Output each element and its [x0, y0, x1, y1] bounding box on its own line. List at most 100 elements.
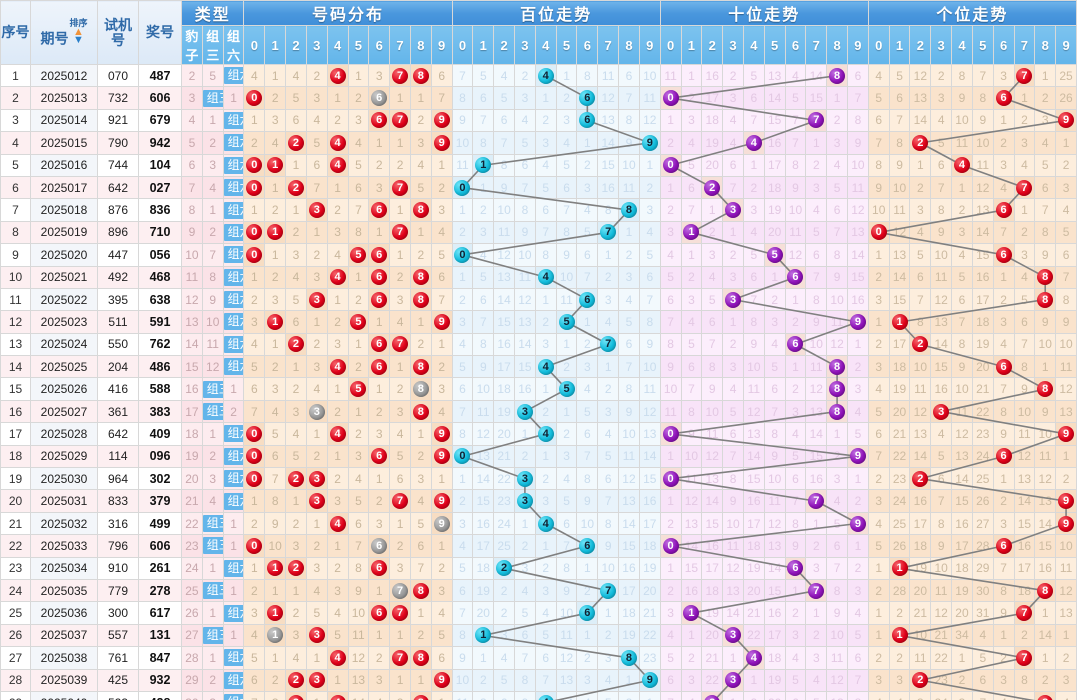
col-header-h-digit-7[interactable]: 7 — [597, 25, 620, 65]
col-header-dist-digit-9[interactable]: 9 — [430, 25, 453, 65]
h-cell-3: 16 — [514, 377, 536, 401]
table-row[interactable]: 92025020447056107组六013245612504121089612… — [0, 243, 1077, 267]
dist-cell-9: 3 — [430, 198, 453, 222]
col-header-t-digit-6[interactable]: 6 — [784, 25, 807, 65]
dist-cell-4: 1 — [326, 534, 349, 558]
col-header-t-digit-4[interactable]: 4 — [742, 25, 765, 65]
t-cell-7: 5 — [805, 220, 828, 245]
dist-cell-6: 6 — [368, 534, 391, 558]
col-header-u-digit-2[interactable]: 2 — [909, 25, 932, 65]
col-header-issue[interactable]: 期号排序 ▲ ▼ — [30, 0, 98, 65]
col-header-type-1[interactable]: 组三 — [201, 25, 224, 65]
table-row[interactable]: 4202501579094252组六2425441139108753411499… — [0, 131, 1077, 155]
table-row[interactable]: 202025031833379214组六18133527492152333597… — [0, 489, 1077, 513]
col-header-t-digit-5[interactable]: 5 — [763, 25, 786, 65]
col-header-h-digit-4[interactable]: 4 — [534, 25, 557, 65]
h-cell-4: 1 — [534, 287, 557, 312]
col-header-t-digit-0[interactable]: 0 — [659, 25, 682, 65]
table-row[interactable]: 22202503379660623组三101032176261417252176… — [0, 534, 1077, 558]
col-header-t-digit-1[interactable]: 1 — [680, 25, 703, 65]
table-row[interactable]: 272025038761847281组六51414122786914761223… — [0, 646, 1077, 670]
u-cell-6: 3 — [992, 63, 1015, 88]
table-row[interactable]: 192025030964302203组六07232416311142232486… — [0, 467, 1077, 491]
table-row[interactable]: 282025039425932292组六62231133119102587133… — [0, 668, 1077, 692]
sort-control[interactable]: 排序 ▲ ▼ — [69, 18, 87, 47]
t-ball: 6 — [787, 560, 804, 577]
col-header-t-digit-8[interactable]: 8 — [826, 25, 848, 65]
col-header-dist-digit-4[interactable]: 4 — [326, 25, 349, 65]
table-row[interactable]: 3202501492167941组六1364236729976423613812… — [0, 108, 1077, 133]
col-header-t-digit-3[interactable]: 3 — [722, 25, 744, 65]
table-row[interactable]: 8202501989671092组六0121381714231197857143… — [0, 220, 1077, 245]
table-row[interactable]: 182025029114096192组六06521365290132121375… — [0, 444, 1077, 469]
table-row[interactable]: 16202502736138317组三274332123847111932153… — [0, 399, 1077, 424]
table-row[interactable]: 1202501207048725组六4142413786754241811610… — [0, 63, 1077, 88]
col-header-h-digit-3[interactable]: 3 — [514, 25, 536, 65]
table-row[interactable]: 1220250235115911310组六3161251419371513251… — [0, 310, 1077, 334]
col-header-type-0[interactable]: 豹子 — [181, 25, 203, 65]
dist-cell-7: 1 — [389, 623, 411, 648]
col-header-u-digit-3[interactable]: 3 — [930, 25, 953, 65]
col-header-u-digit-8[interactable]: 8 — [1034, 25, 1057, 65]
col-header-prize-number[interactable]: 奖号 — [138, 0, 182, 65]
sort-asc-icon[interactable]: ▲ — [73, 26, 84, 39]
col-header-h-digit-5[interactable]: 5 — [555, 25, 578, 65]
table-row[interactable]: 172025028642409181组六05414234198122014264… — [0, 422, 1077, 446]
table-row[interactable]: 232025034910261241组六11232863725182328110… — [0, 556, 1077, 580]
col-header-h-digit-6[interactable]: 6 — [576, 25, 599, 65]
col-header-h-digit-2[interactable]: 2 — [493, 25, 515, 65]
col-header-h-digit-9[interactable]: 9 — [638, 25, 661, 65]
col-header-u-digit-6[interactable]: 6 — [992, 25, 1015, 65]
col-header-h-digit-0[interactable]: 0 — [451, 25, 474, 65]
table-row[interactable]: 112025022395638129组六23531263872614121116… — [0, 287, 1077, 312]
row-issue: 2025032 — [30, 511, 98, 536]
col-header-dist-digit-1[interactable]: 1 — [264, 25, 287, 65]
col-header-h-digit-8[interactable]: 8 — [618, 25, 640, 65]
table-row[interactable]: 1420250252044861512组六5213426182591715423… — [0, 355, 1077, 379]
dist-cell-7: 3 — [389, 287, 411, 312]
col-header-h-digit-1[interactable]: 1 — [472, 25, 495, 65]
sort-desc-icon[interactable]: ▼ — [73, 34, 84, 47]
h-ball: 0 — [454, 448, 471, 465]
table-row[interactable]: 21202503231649922组三129214631593162414610… — [0, 511, 1077, 536]
table-row[interactable]: 220250137326063组三10253126117865312612711… — [0, 86, 1077, 110]
col-header-dist-digit-6[interactable]: 6 — [368, 25, 391, 65]
row-type-z3: 1 — [201, 556, 224, 580]
table-row[interactable]: 26202503755713127组三141335111125813651112… — [0, 623, 1077, 648]
col-header-dist-digit-3[interactable]: 3 — [305, 25, 328, 65]
table-row[interactable]: 1320250245507621411组六4122316721481614312… — [0, 332, 1077, 357]
table-row[interactable]: 252025036300617261组六31254106714720254106… — [0, 601, 1077, 625]
col-header-t-digit-7[interactable]: 7 — [805, 25, 828, 65]
table-row[interactable]: 6202501764202774组六0127163752019756316112… — [0, 175, 1077, 200]
col-header-dist-digit-0[interactable]: 0 — [243, 25, 266, 65]
h-cell-1: 1 — [472, 646, 495, 670]
table-row[interactable]: 102025021492468118组六12434162861513114107… — [0, 265, 1077, 289]
col-header-dist-digit-5[interactable]: 5 — [347, 25, 370, 65]
table-row[interactable]: 5202501674410463组六0116452241111864521510… — [0, 153, 1077, 177]
col-header-dist-digit-2[interactable]: 2 — [285, 25, 307, 65]
col-header-try-number[interactable]: 试机号 — [97, 0, 139, 65]
row-prize-number: 942 — [138, 131, 182, 155]
col-header-t-digit-9[interactable]: 9 — [847, 25, 869, 65]
col-header-t-digit-2[interactable]: 2 — [701, 25, 724, 65]
u-cell-6: 2 — [992, 287, 1015, 312]
col-header-u-digit-5[interactable]: 5 — [971, 25, 994, 65]
col-header-u-digit-7[interactable]: 7 — [1013, 25, 1036, 65]
col-header-dist-digit-7[interactable]: 7 — [389, 25, 411, 65]
table-row[interactable]: 7202501887683681组六1213276183121086748832… — [0, 198, 1077, 222]
col-header-dist-digit-8[interactable]: 8 — [409, 25, 432, 65]
col-header-type-2[interactable]: 组六 — [222, 25, 245, 65]
u-cell-4: 7 — [951, 310, 973, 334]
col-header-u-digit-1[interactable]: 1 — [888, 25, 911, 65]
dist-cell-2: 2 — [285, 690, 307, 700]
table-row[interactable]: 24202503577927825组三121143917836192439271… — [0, 578, 1077, 603]
col-header-u-digit-4[interactable]: 4 — [951, 25, 973, 65]
col-header-index[interactable]: 序号 — [0, 0, 31, 65]
dist-cell-8: 8 — [409, 399, 432, 424]
col-header-u-digit-9[interactable]: 9 — [1055, 25, 1077, 65]
u-ball: 2 — [912, 672, 929, 689]
col-header-u-digit-0[interactable]: 0 — [867, 25, 890, 65]
type-tag: 组六 — [224, 223, 243, 241]
table-row[interactable]: 15202502641658816组三163241512836101816154… — [0, 377, 1077, 401]
table-row[interactable]: 292025040523428303组六73214144281113694144… — [0, 690, 1077, 700]
